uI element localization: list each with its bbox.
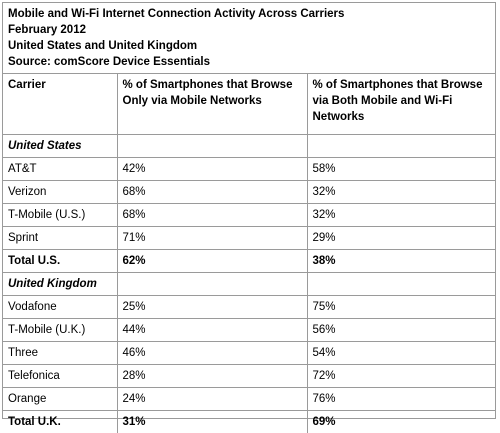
carrier-cell: Orange	[3, 388, 117, 411]
carrier-table: Carrier % of Smartphones that Browse Onl…	[3, 74, 495, 433]
both-cell: 76%	[307, 388, 495, 411]
mobile-only-cell: 62%	[117, 250, 307, 273]
both-cell: 32%	[307, 204, 495, 227]
column-header-both: % of Smartphones that Browse via Both Mo…	[307, 74, 495, 135]
column-header-row: Carrier % of Smartphones that Browse Onl…	[3, 74, 495, 135]
mobile-only-cell: 44%	[117, 319, 307, 342]
total-row-us: Total U.S. 62% 38%	[3, 250, 495, 273]
carrier-cell: T-Mobile (U.S.)	[3, 204, 117, 227]
mobile-only-cell: 68%	[117, 204, 307, 227]
table-row: T-Mobile (U.S.) 68% 32%	[3, 204, 495, 227]
mobile-only-cell: 28%	[117, 365, 307, 388]
mobile-only-cell: 68%	[117, 181, 307, 204]
carrier-cell: Total U.K.	[3, 411, 117, 433]
total-row-uk: Total U.K. 31% 69%	[3, 411, 495, 433]
section-spacer	[307, 135, 495, 158]
section-row-united-states: United States	[3, 135, 495, 158]
carrier-cell: Sprint	[3, 227, 117, 250]
carrier-cell: Total U.S.	[3, 250, 117, 273]
table-source: Source: comScore Device Essentials	[8, 54, 495, 70]
mobile-only-cell: 71%	[117, 227, 307, 250]
mobile-only-cell: 24%	[117, 388, 307, 411]
both-cell: 32%	[307, 181, 495, 204]
both-cell: 72%	[307, 365, 495, 388]
section-label: United Kingdom	[3, 273, 117, 296]
both-cell: 29%	[307, 227, 495, 250]
carrier-cell: Three	[3, 342, 117, 365]
section-spacer	[117, 135, 307, 158]
mobile-only-cell: 31%	[117, 411, 307, 433]
mobile-only-cell: 25%	[117, 296, 307, 319]
section-spacer	[117, 273, 307, 296]
table-row: Telefonica 28% 72%	[3, 365, 495, 388]
table-row: Orange 24% 76%	[3, 388, 495, 411]
both-cell: 38%	[307, 250, 495, 273]
table-date: February 2012	[8, 22, 495, 38]
both-cell: 54%	[307, 342, 495, 365]
carrier-cell: T-Mobile (U.K.)	[3, 319, 117, 342]
mobile-only-cell: 42%	[117, 158, 307, 181]
column-header-mobile-only: % of Smartphones that Browse Only via Mo…	[117, 74, 307, 135]
table-row: T-Mobile (U.K.) 44% 56%	[3, 319, 495, 342]
table-region: United States and United Kingdom	[8, 38, 495, 54]
section-label: United States	[3, 135, 117, 158]
carrier-table-panel: Mobile and Wi-Fi Internet Connection Act…	[2, 2, 496, 419]
both-cell: 69%	[307, 411, 495, 433]
carrier-cell: Vodafone	[3, 296, 117, 319]
section-spacer	[307, 273, 495, 296]
mobile-only-cell: 46%	[117, 342, 307, 365]
both-cell: 58%	[307, 158, 495, 181]
table-row: AT&T 42% 58%	[3, 158, 495, 181]
table-header: Mobile and Wi-Fi Internet Connection Act…	[3, 3, 495, 74]
table-row: Vodafone 25% 75%	[3, 296, 495, 319]
column-header-carrier: Carrier	[3, 74, 117, 135]
table-row: Sprint 71% 29%	[3, 227, 495, 250]
table-title: Mobile and Wi-Fi Internet Connection Act…	[8, 6, 495, 22]
table-row: Verizon 68% 32%	[3, 181, 495, 204]
carrier-cell: AT&T	[3, 158, 117, 181]
both-cell: 75%	[307, 296, 495, 319]
carrier-cell: Verizon	[3, 181, 117, 204]
table-row: Three 46% 54%	[3, 342, 495, 365]
both-cell: 56%	[307, 319, 495, 342]
carrier-cell: Telefonica	[3, 365, 117, 388]
section-row-united-kingdom: United Kingdom	[3, 273, 495, 296]
